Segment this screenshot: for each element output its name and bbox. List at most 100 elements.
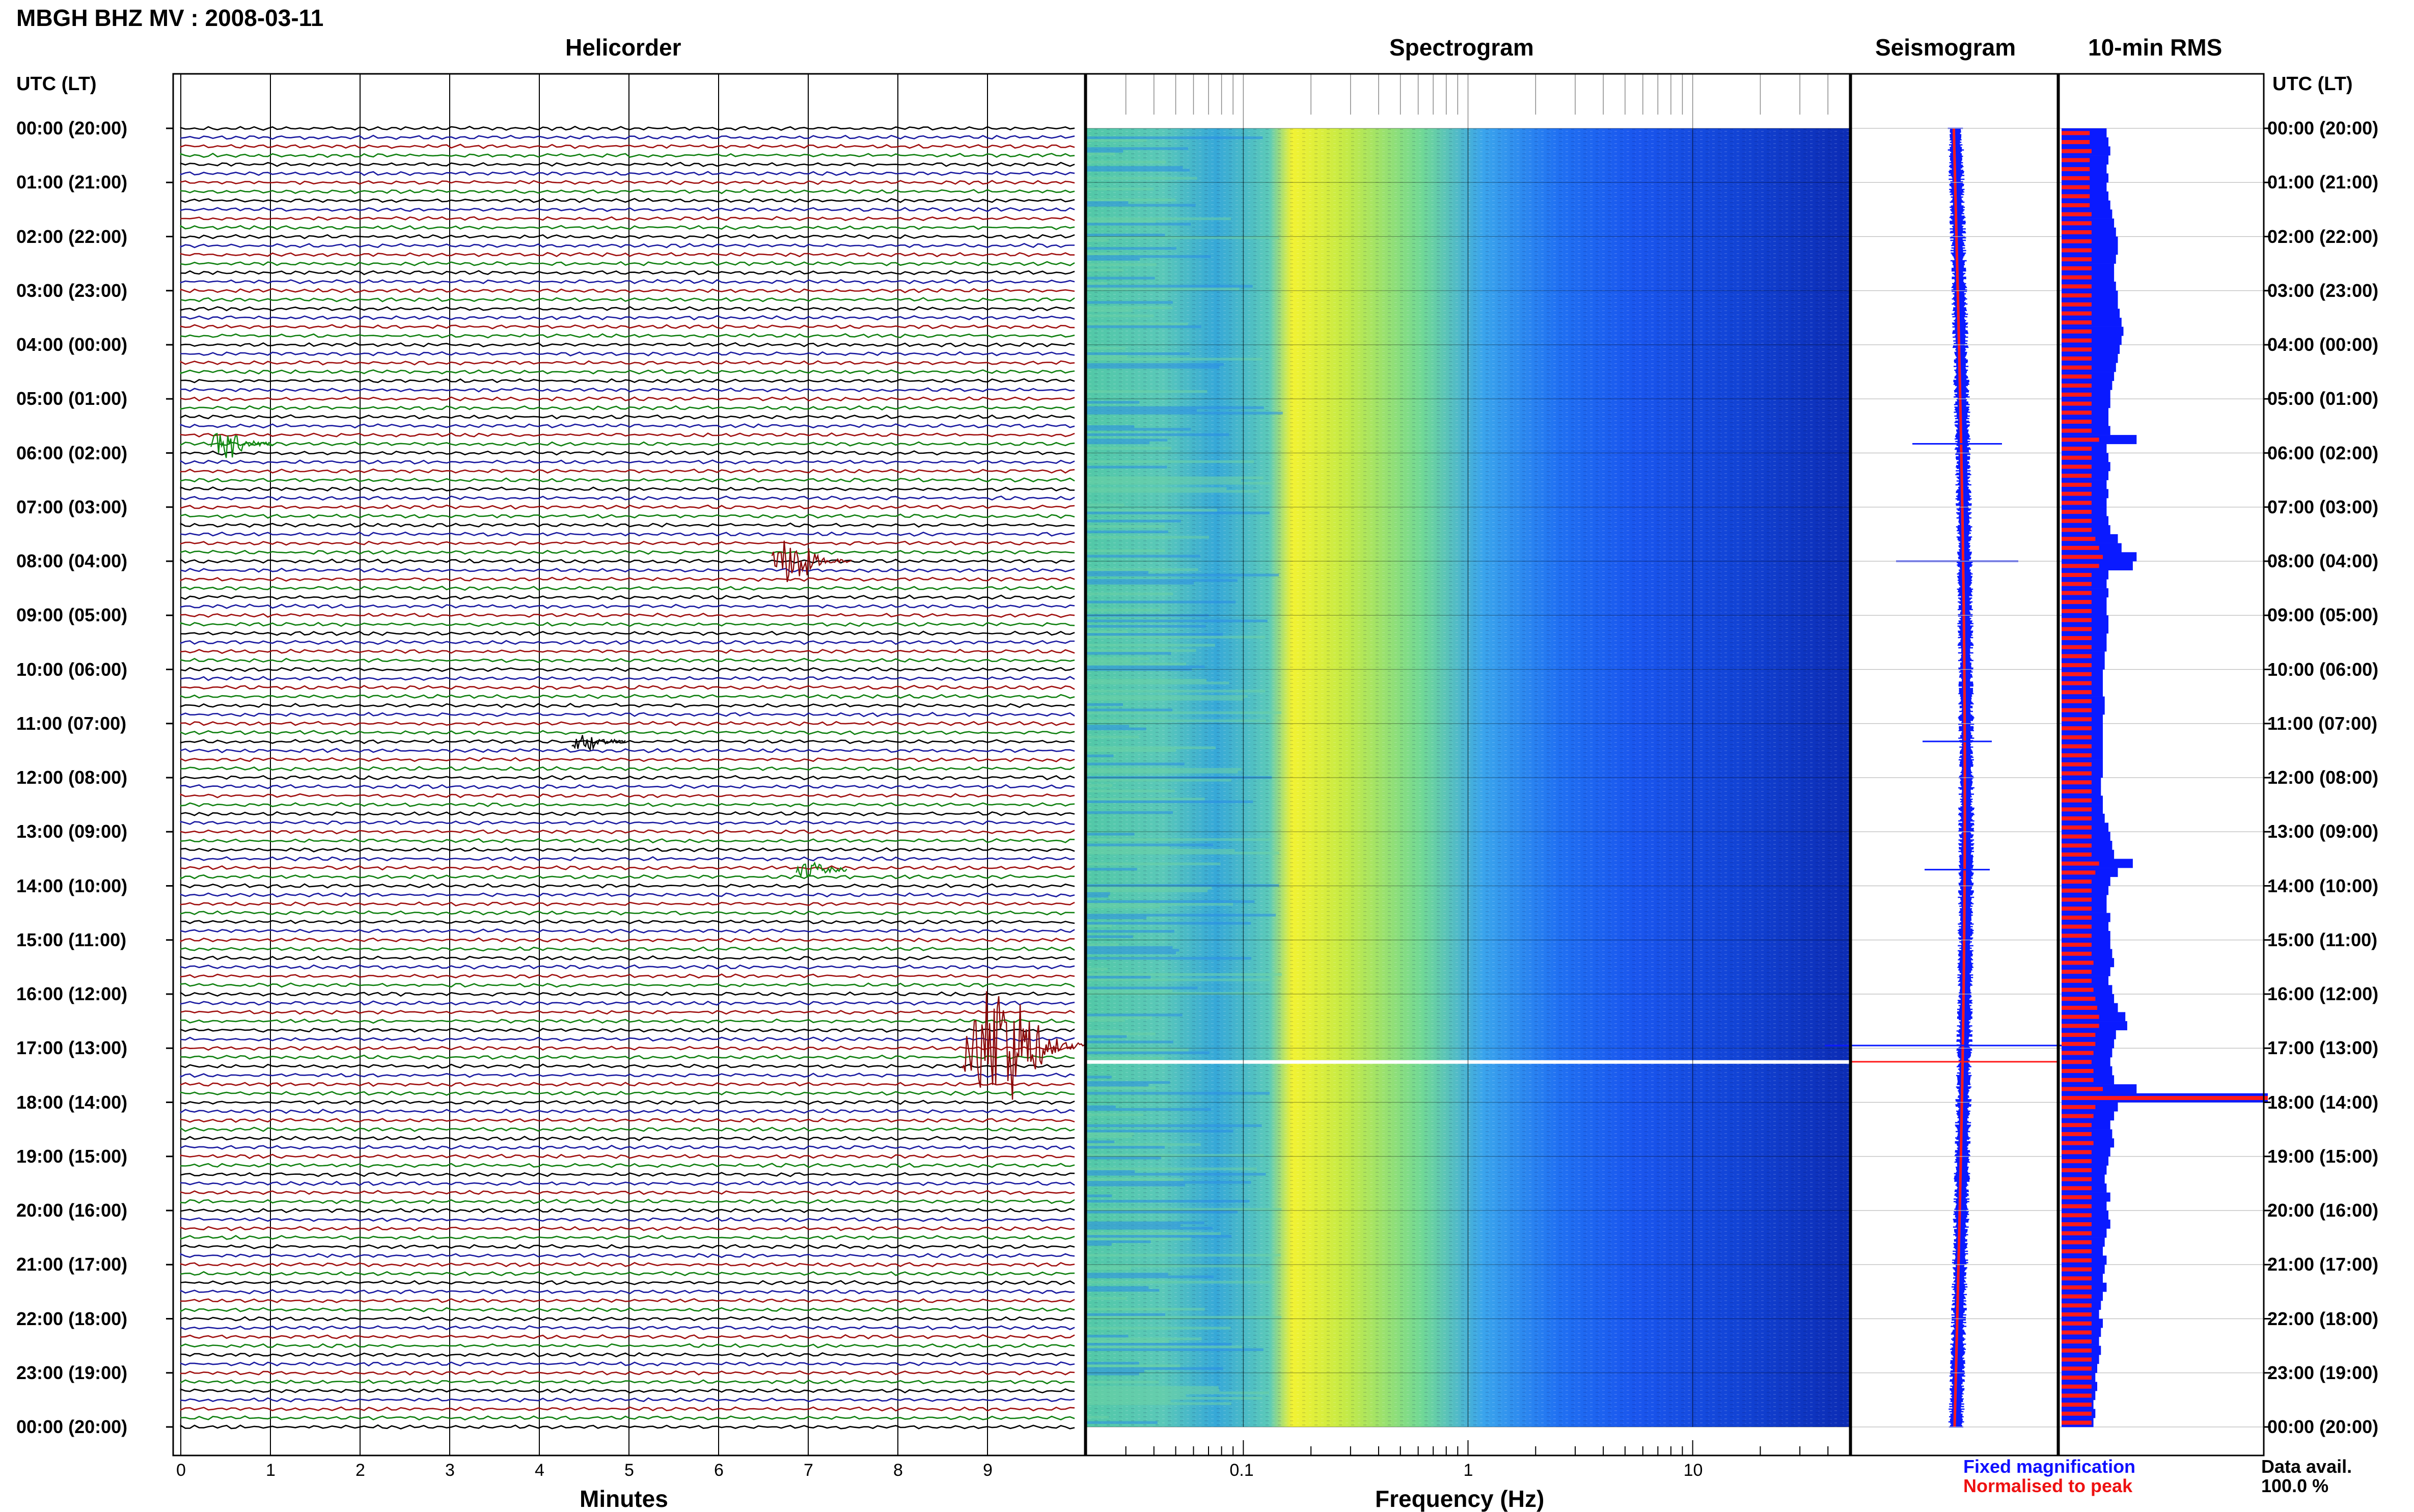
spectrogram-row <box>1086 609 1161 612</box>
spectrogram-row <box>1086 1105 1116 1108</box>
spectrogram-row <box>1086 1051 1210 1054</box>
helicorder-trace <box>180 1262 1075 1268</box>
time-label-right: 08:00 (04:00) <box>2267 551 2379 571</box>
spectrogram-row <box>1086 1221 1204 1224</box>
time-label-right: 18:00 (14:00) <box>2267 1091 2379 1113</box>
spectrogram-row <box>1086 479 1241 482</box>
spectrogram-row <box>1086 325 1201 328</box>
time-label-left: 14:00 (10:00) <box>16 875 128 896</box>
spectrogram-row <box>1086 263 1157 266</box>
spectrogram-row <box>1086 1013 1183 1016</box>
spectrogram-row <box>1086 223 1191 226</box>
rms-normalised-bar <box>2062 455 2092 460</box>
spectrogram-row <box>1086 1146 1165 1149</box>
helicorder-trace <box>180 703 1075 708</box>
minute-tick-label: 1 <box>266 1461 276 1480</box>
spectrogram-row <box>1086 657 1149 661</box>
spectrogram-row <box>1086 708 1173 711</box>
spectrogram-row <box>1086 644 1215 647</box>
spectrogram-row <box>1086 1035 1127 1038</box>
helicorder-trace <box>180 991 1075 997</box>
time-label-right: 00:00 (20:00) <box>2267 1416 2379 1437</box>
time-label-right: 09:00 (05:00) <box>2267 604 2379 626</box>
spectrogram-row <box>1086 887 1212 890</box>
spectrogram-row <box>1086 201 1129 204</box>
time-label-left: 21:00 (17:00) <box>16 1254 128 1275</box>
frequency-axis-title: Frequency (Hz) <box>1375 1486 1545 1512</box>
helicorder-trace <box>180 847 1075 853</box>
spectrogram-row <box>1086 951 1176 954</box>
spectrogram-rows <box>1086 136 1283 1424</box>
rms-normalised-bar <box>2062 257 2092 262</box>
rms-normalised-bar <box>2062 897 2092 902</box>
spectrogram-row <box>1086 568 1198 571</box>
helicorder-trace <box>180 1253 1075 1258</box>
rms-fixed-bar <box>2062 435 2137 445</box>
spectrogram-row <box>1086 525 1165 528</box>
helicorder-trace <box>180 1325 1075 1331</box>
rms-normalised-bar <box>2062 717 2092 722</box>
spectrogram-row <box>1086 762 1185 765</box>
rms-normalised-bar <box>2062 1078 2094 1082</box>
rms-fixed-bar <box>2062 326 2124 336</box>
rms-normalised-bar <box>2062 420 2092 424</box>
spectrogram-row <box>1086 139 1147 142</box>
spectrogram-row <box>1086 884 1279 887</box>
rms-normalised-bar <box>2062 780 2092 785</box>
helicorder-trace <box>180 180 1075 185</box>
time-label-right: 01:00 (21:00) <box>2267 172 2379 193</box>
spectrogram-row <box>1086 771 1238 774</box>
minute-tick-label: 9 <box>983 1461 993 1480</box>
spectrogram-row <box>1086 358 1263 361</box>
rms-normalised-bar <box>2062 1114 2094 1118</box>
rms-normalised-bar <box>2062 1420 2092 1425</box>
helicorder-trace <box>180 504 1075 510</box>
rms-normalised-bar <box>2062 1276 2092 1281</box>
helicorder-trace <box>180 910 1075 916</box>
spectrogram-row <box>1086 1391 1270 1394</box>
helicorder-trace <box>180 1280 1075 1285</box>
spectrogram-row <box>1086 1032 1156 1035</box>
rms-title: 10-min RMS <box>2088 34 2223 61</box>
rms-normalised-bar <box>2062 365 2092 370</box>
spectrogram-row <box>1086 160 1166 163</box>
rms-normalised-bar <box>2062 437 2099 442</box>
rms-normalised-bar <box>2062 1294 2092 1299</box>
spectrogram-row <box>1086 536 1210 539</box>
rms-normalised-bar <box>2062 645 2092 649</box>
time-label-left: 05:00 (01:00) <box>16 388 128 409</box>
spectrogram-row <box>1086 1154 1264 1157</box>
helicorder-trace <box>180 459 1075 465</box>
rms-normalised-bar <box>2062 789 2092 793</box>
spectrogram-row <box>1086 1235 1232 1238</box>
spectrogram-row <box>1086 746 1216 749</box>
helicorder-trace <box>180 721 1075 726</box>
rms-normalised-bar <box>2062 1376 2092 1380</box>
spectrogram-row <box>1086 169 1190 172</box>
spectrogram-row <box>1086 306 1173 310</box>
minute-tick-label: 3 <box>445 1461 455 1480</box>
hour-ticks <box>166 127 2271 1428</box>
spectrogram-row <box>1086 690 1266 693</box>
frequency-tick-label: 0.1 <box>1229 1461 1254 1480</box>
spectrogram-row <box>1086 779 1231 782</box>
rms-normalised-bar <box>2062 943 2092 947</box>
helicorder-trace <box>180 1298 1075 1303</box>
rms-normalised-bar <box>2062 266 2092 270</box>
rms-normalised-bar <box>2062 978 2092 983</box>
spectrogram-row <box>1086 1421 1158 1424</box>
helicorder-trace <box>180 161 1075 168</box>
rms-normalised-bar <box>2062 167 2090 172</box>
spectrogram-row <box>1086 1335 1129 1338</box>
spectrogram-row <box>1086 1327 1231 1330</box>
rms-normalised-bar <box>2062 293 2092 298</box>
helicorder-trace <box>180 964 1075 970</box>
helicorder-trace <box>180 730 1075 735</box>
spectrogram-row <box>1086 727 1146 730</box>
spectrogram-row <box>1086 1345 1242 1349</box>
helicorder-trace <box>180 396 1075 402</box>
rms-normalised-bar <box>2062 744 2092 749</box>
spectrogram-row <box>1086 1224 1181 1227</box>
spectrogram-row <box>1086 1081 1170 1084</box>
helicorder-trace <box>180 423 1075 429</box>
